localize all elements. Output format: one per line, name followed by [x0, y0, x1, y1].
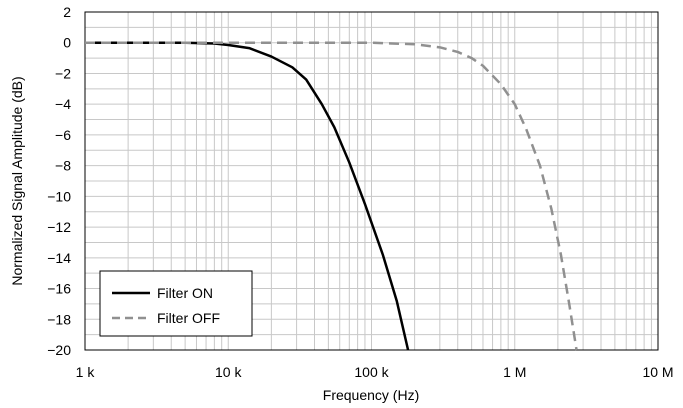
- legend-label-filter-on: Filter ON: [157, 285, 213, 301]
- y-tick-label: −6: [55, 127, 71, 143]
- series-layer: [85, 41, 578, 351]
- y-tick-label: −4: [55, 96, 71, 112]
- grid: [84, 11, 658, 351]
- x-tick-label: 10 M: [642, 364, 673, 380]
- legend-box: [99, 270, 253, 337]
- y-tick-label: −16: [47, 281, 71, 297]
- y-tick-label: −14: [47, 250, 71, 266]
- y-tick-label: −18: [47, 311, 71, 327]
- legend: Filter ON Filter OFF: [99, 270, 253, 337]
- y-tick-label: −8: [55, 158, 71, 174]
- x-tick-label: 1 M: [503, 364, 526, 380]
- x-axis-label: Frequency (Hz): [323, 387, 419, 403]
- tick-labels: 1 k 10 k 100 k 1 M 10 M 2 0 −2 −4 −6 −8 −10 −12 −14 −1…: [47, 4, 673, 380]
- x-tick-label: 10 k: [215, 364, 242, 380]
- plot-area: [84, 11, 659, 351]
- series-line-filter-off: [85, 41, 578, 351]
- legend-label-filter-off: Filter OFF: [157, 310, 220, 326]
- y-tick-label: −20: [47, 342, 71, 358]
- y-tick-label: 0: [63, 35, 71, 51]
- y-axis-label: Normalized Signal Amplitude (dB): [9, 76, 25, 285]
- y-tick-label: −10: [47, 188, 71, 204]
- y-tick-label: −2: [55, 65, 71, 81]
- y-tick-label: 2: [63, 4, 71, 20]
- x-tick-label: 100 k: [354, 364, 389, 380]
- y-tick-label: −12: [47, 219, 71, 235]
- x-tick-label: 1 k: [76, 364, 96, 380]
